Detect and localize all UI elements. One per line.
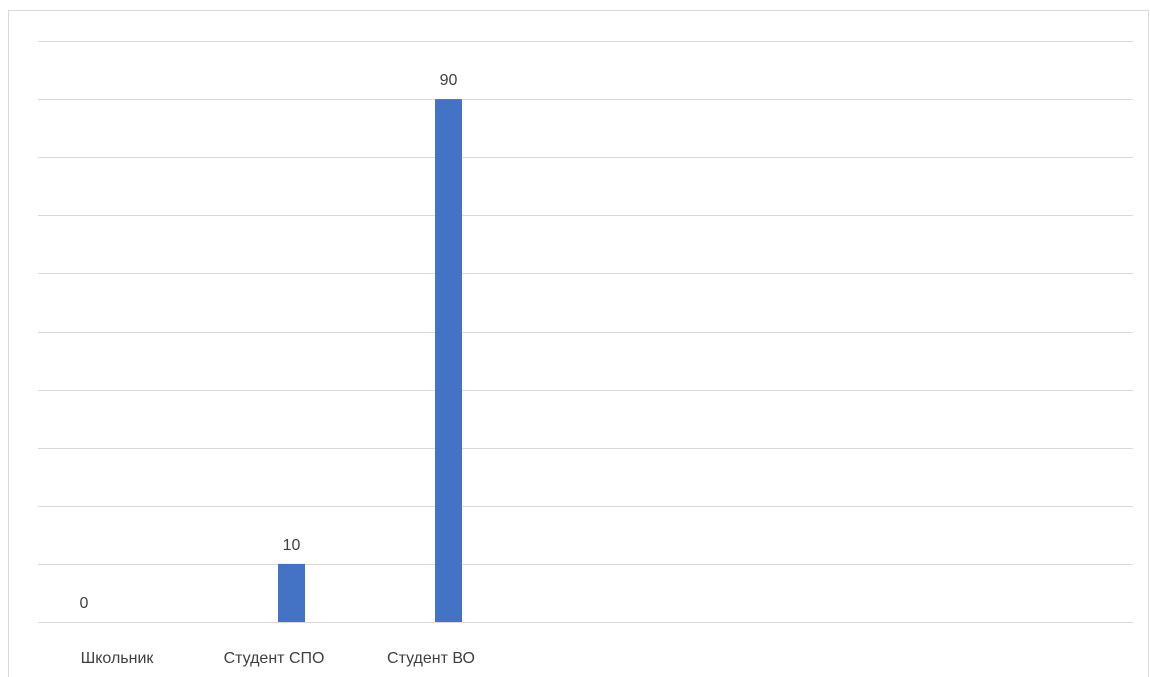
data-label: 10 [283, 537, 301, 554]
category-label: Студент ВО [387, 650, 475, 667]
category-label: Школьник [81, 650, 155, 667]
bar [278, 563, 305, 622]
chart-area [8, 10, 1149, 677]
data-label: 0 [80, 595, 89, 612]
category-axis-labels: Школьник Студент СПО Студент ВО [81, 650, 475, 667]
bar [435, 99, 462, 623]
gridlines [38, 41, 1133, 623]
bars [278, 99, 462, 623]
data-label: 90 [440, 72, 458, 89]
data-labels: 0 10 90 [80, 72, 458, 612]
category-label: Студент СПО [224, 650, 325, 667]
